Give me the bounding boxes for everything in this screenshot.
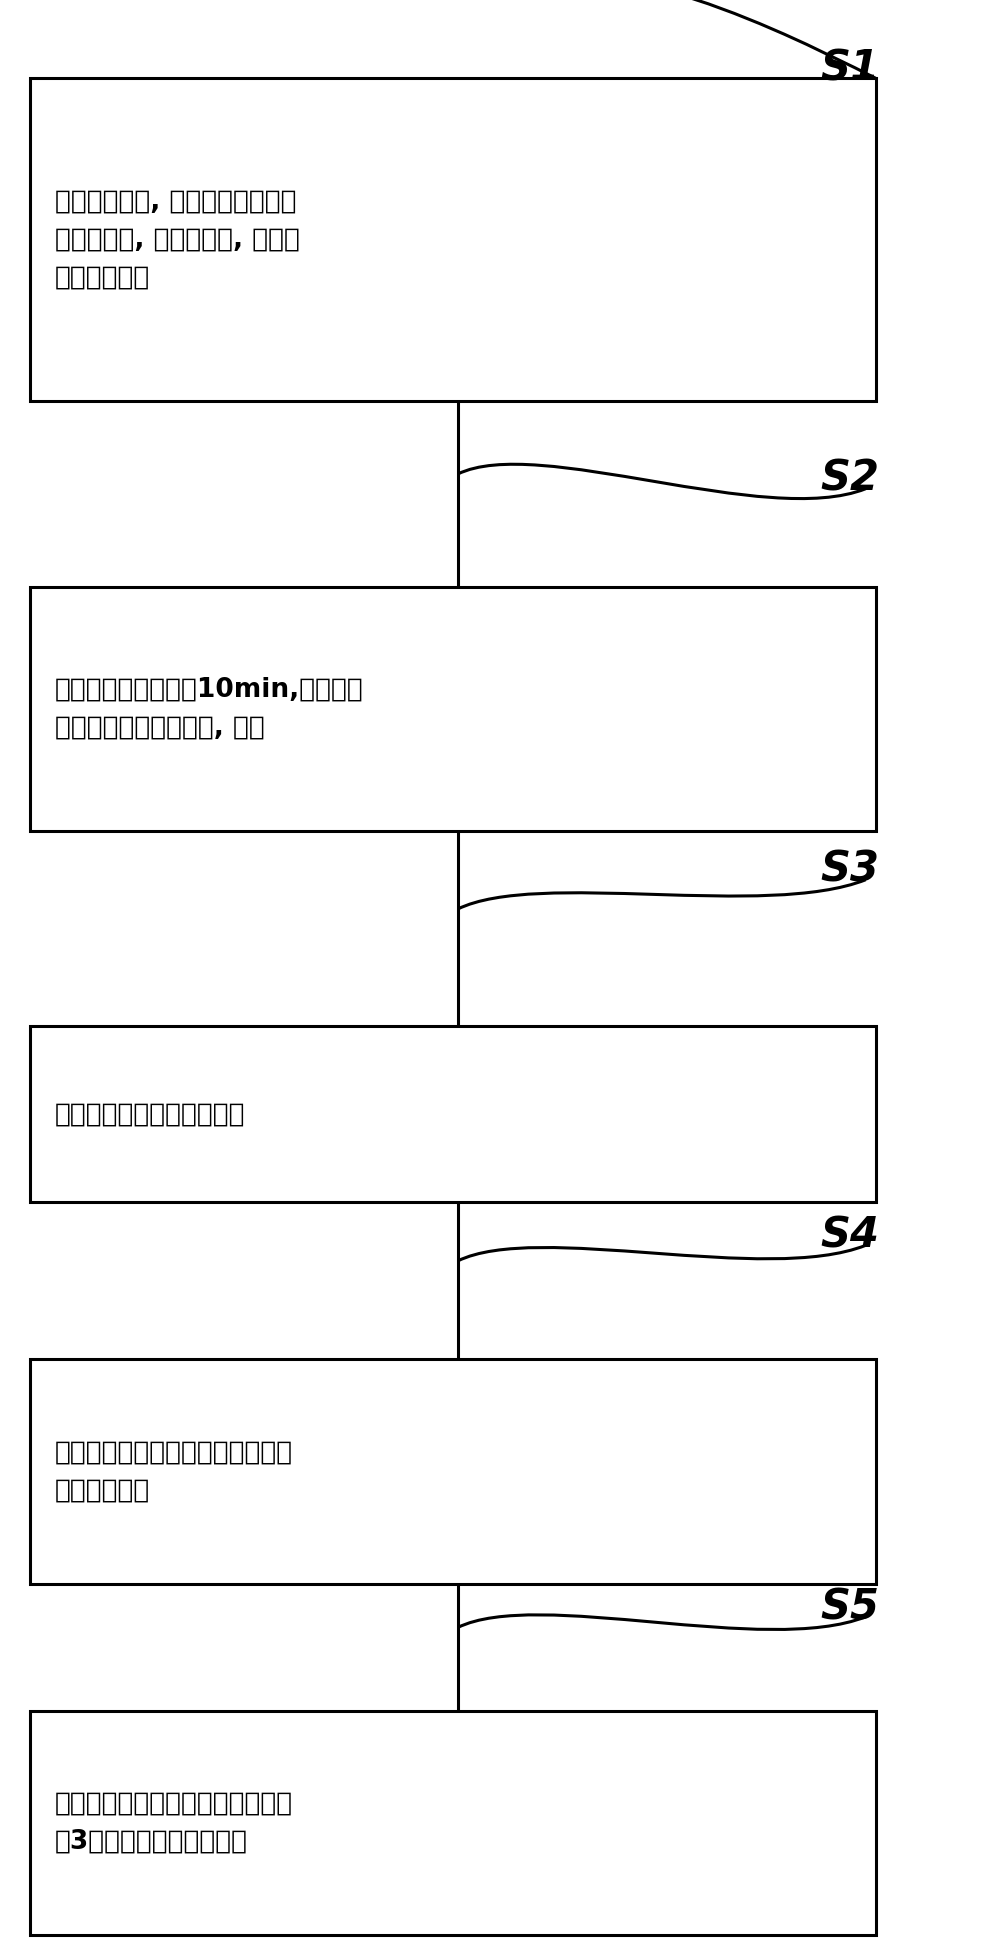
Text: 气相色谱仪不分流进样检测: 气相色谱仪不分流进样检测 (55, 1101, 245, 1128)
Text: S1: S1 (820, 47, 879, 90)
Text: S4: S4 (820, 1214, 879, 1257)
Text: 在漩涡混合器上涡旋10min,加乙腈重
复提取，氮吹浓缩定容, 净化: 在漩涡混合器上涡旋10min,加乙腈重 复提取，氮吹浓缩定容, 净化 (55, 676, 363, 741)
Bar (30, 78, 875, 401)
Bar (30, 586, 875, 831)
Text: S5: S5 (820, 1586, 879, 1629)
Bar (30, 1359, 875, 1584)
Text: 添加回收率试验，考查方法对常用
农药的适用性: 添加回收率试验，考查方法对常用 农药的适用性 (55, 1439, 292, 1503)
Text: S3: S3 (820, 848, 879, 891)
Bar (30, 1026, 875, 1202)
Text: 选取工作曲线线性范围内低、中、
高3个浓度，进行结果分析: 选取工作曲线线性范围内低、中、 高3个浓度，进行结果分析 (55, 1791, 292, 1855)
Bar (30, 1711, 875, 1935)
Text: S2: S2 (820, 457, 879, 500)
Text: 充分粉碎混匀, 加入乙腈，用高速
匀浆机匀浆, 移取上清液, 加入无
水硫酸钠混匀: 充分粉碎混匀, 加入乙腈，用高速 匀浆机匀浆, 移取上清液, 加入无 水硫酸钠混… (55, 188, 299, 291)
